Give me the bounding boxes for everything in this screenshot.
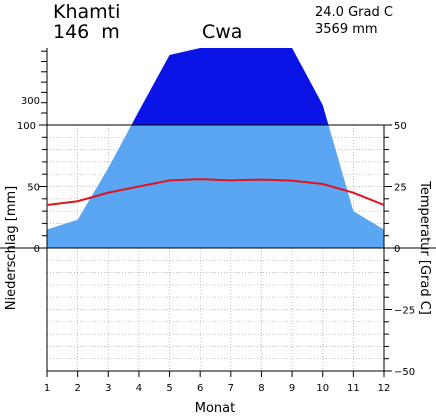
x-tick-label: 11 bbox=[347, 383, 360, 394]
station-name: Khamti bbox=[53, 1, 121, 23]
x-tick-label: 4 bbox=[136, 383, 142, 394]
x-tick-label: 6 bbox=[197, 383, 203, 394]
right-tick-label: −50 bbox=[394, 367, 415, 378]
x-tick-label: 5 bbox=[166, 383, 172, 394]
tick-marks bbox=[39, 50, 392, 377]
left-tick-label: 100 bbox=[17, 121, 36, 132]
left-tick-label: 50 bbox=[27, 183, 40, 194]
x-tick-label: 10 bbox=[316, 383, 329, 394]
left-tick-label: 300 bbox=[21, 96, 40, 107]
y-axis-right-label: Temperatur [Grad C] bbox=[417, 180, 432, 315]
annual-mean-temperature: 24.0 Grad C bbox=[315, 5, 393, 20]
x-tick-label: 9 bbox=[289, 383, 295, 394]
x-axis-label: Monat bbox=[195, 401, 235, 416]
precipitation-excess-area bbox=[131, 48, 329, 125]
left-tick-label: 0 bbox=[34, 244, 40, 255]
right-tick-label: 0 bbox=[394, 244, 400, 255]
x-tick-label: 8 bbox=[258, 383, 264, 394]
climate-class: Cwa bbox=[202, 21, 243, 43]
x-tick-label: 12 bbox=[378, 383, 391, 394]
temperature-line bbox=[46, 178, 385, 206]
x-tick-label: 7 bbox=[228, 383, 234, 394]
right-tick-label: 50 bbox=[394, 121, 407, 132]
precipitation-areas bbox=[47, 48, 384, 248]
temperature-series bbox=[46, 178, 385, 206]
annual-precipitation: 3569 mm bbox=[315, 22, 378, 37]
right-tick-label: −25 bbox=[394, 306, 415, 317]
station-elevation: 146 m bbox=[53, 21, 120, 43]
precipitation-area bbox=[47, 125, 384, 248]
right-tick-label: 25 bbox=[394, 183, 407, 194]
y-axis-left-label: Niederschlag [mm] bbox=[4, 186, 19, 311]
x-tick-label: 2 bbox=[74, 383, 80, 394]
x-tick-label: 3 bbox=[105, 383, 111, 394]
x-tick-label: 1 bbox=[44, 383, 50, 394]
